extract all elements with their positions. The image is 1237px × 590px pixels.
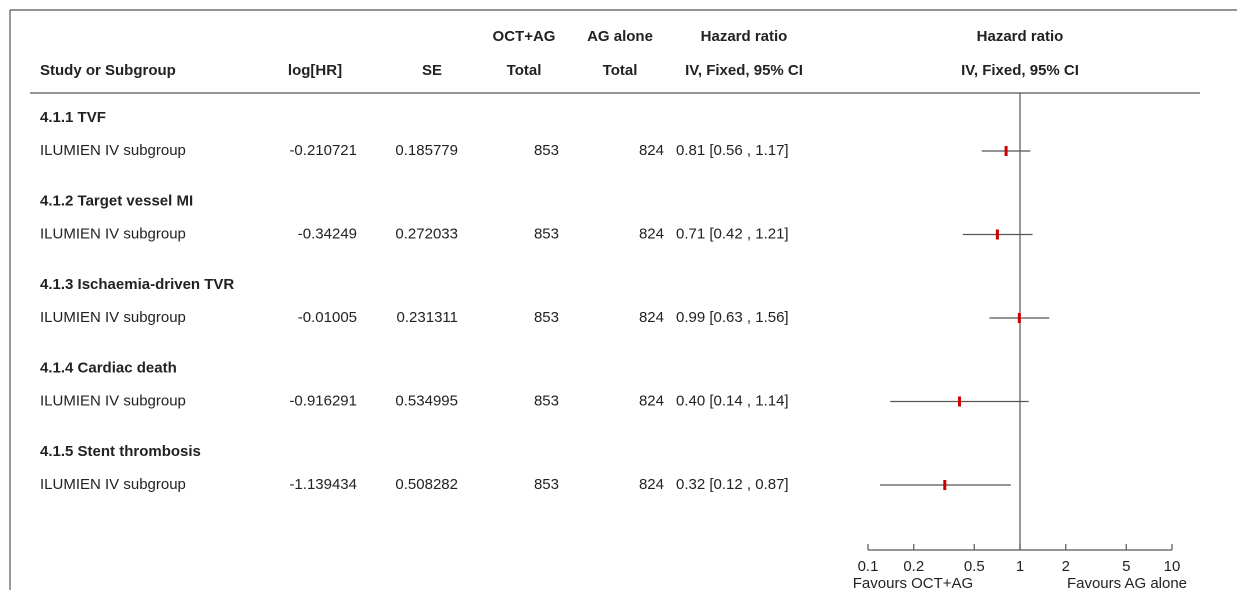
x-label-left: Favours OCT+AG <box>853 575 973 590</box>
group-title: 4.1.2 Target vessel MI <box>40 192 193 209</box>
x-tick-label: 1 <box>1016 558 1024 575</box>
hr-marker <box>995 229 999 240</box>
hr-marker <box>943 480 947 490</box>
oct-total: 853 <box>534 476 559 493</box>
x-label-right: Favours AG alone <box>1067 575 1187 590</box>
se: 0.534995 <box>395 392 458 409</box>
hr-marker <box>1004 146 1008 156</box>
study-name: ILUMIEN IV subgroup <box>40 309 186 326</box>
study-name: ILUMIEN IV subgroup <box>40 225 186 242</box>
hr-label: 0.81 [0.56 , 1.17] <box>676 142 789 159</box>
x-tick-label: 0.2 <box>903 558 924 575</box>
hr-marker <box>1017 313 1021 323</box>
oct-total: 853 <box>534 309 559 326</box>
ag-total: 824 <box>639 142 664 159</box>
log-hr: -0.210721 <box>289 142 357 159</box>
column-header: Hazard ratio <box>701 28 788 45</box>
column-header: Total <box>507 62 542 79</box>
hr-label: 0.40 [0.14 , 1.14] <box>676 392 789 409</box>
hr-label: 0.71 [0.42 , 1.21] <box>676 225 789 242</box>
ag-total: 824 <box>639 309 664 326</box>
log-hr: -0.01005 <box>298 309 357 326</box>
column-header: IV, Fixed, 95% CI <box>685 62 803 79</box>
ag-total: 824 <box>639 392 664 409</box>
oct-total: 853 <box>534 225 559 242</box>
oct-total: 853 <box>534 392 559 409</box>
x-tick-label: 0.1 <box>858 558 879 575</box>
column-header: OCT+AG <box>493 28 556 45</box>
se: 0.185779 <box>395 142 458 159</box>
study-name: ILUMIEN IV subgroup <box>40 476 186 493</box>
ag-total: 824 <box>639 225 664 242</box>
oct-total: 853 <box>534 142 559 159</box>
hr-label: 0.32 [0.12 , 0.87] <box>676 476 789 493</box>
plot-header: Hazard ratio <box>977 28 1064 45</box>
study-name: ILUMIEN IV subgroup <box>40 392 186 409</box>
group-title: 4.1.5 Stent thrombosis <box>40 443 201 460</box>
study-name: ILUMIEN IV subgroup <box>40 142 186 159</box>
column-header: AG alone <box>587 28 653 45</box>
log-hr: -0.916291 <box>289 392 357 409</box>
x-tick-label: 10 <box>1164 558 1181 575</box>
se: 0.508282 <box>395 476 458 493</box>
group-title: 4.1.3 Ischaemia-driven TVR <box>40 276 234 293</box>
group-title: 4.1.4 Cardiac death <box>40 359 177 376</box>
log-hr: -1.139434 <box>289 476 357 493</box>
x-tick-label: 2 <box>1062 558 1070 575</box>
column-header: SE <box>422 62 442 79</box>
group-title: 4.1.1 TVF <box>40 109 106 126</box>
x-tick-label: 5 <box>1122 558 1130 575</box>
log-hr: -0.34249 <box>298 225 357 242</box>
hr-label: 0.99 [0.63 , 1.56] <box>676 309 789 326</box>
x-tick-label: 0.5 <box>964 558 985 575</box>
hr-marker <box>958 396 962 407</box>
se: 0.231311 <box>397 309 458 326</box>
ag-total: 824 <box>639 476 664 493</box>
column-header: Study or Subgroup <box>40 62 176 79</box>
se: 0.272033 <box>395 225 458 242</box>
column-header: log[HR] <box>288 62 342 79</box>
column-header: Total <box>603 62 638 79</box>
plot-header: IV, Fixed, 95% CI <box>961 62 1079 79</box>
